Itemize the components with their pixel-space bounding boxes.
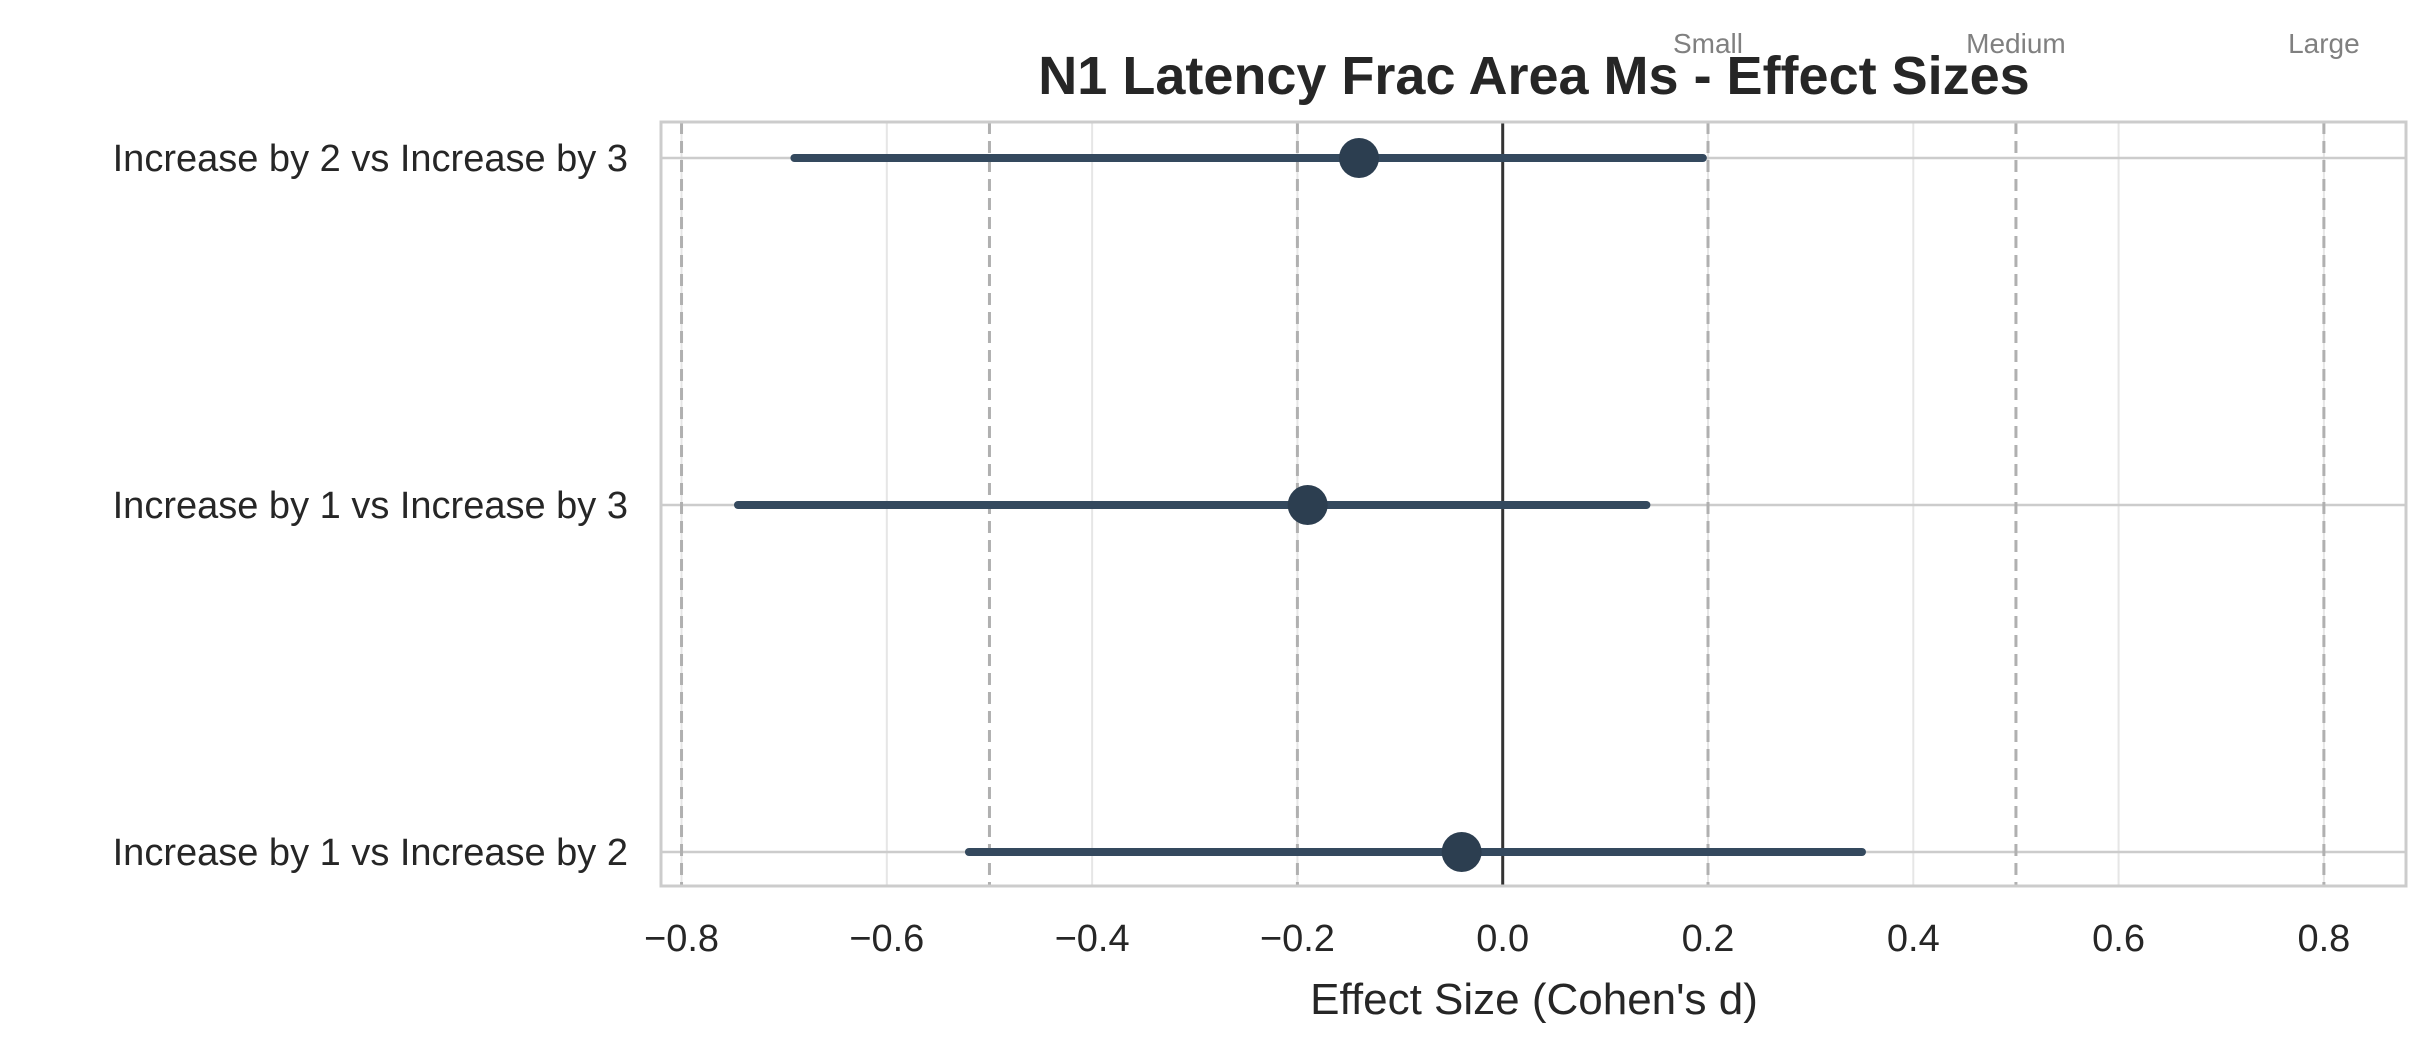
x-tick-label: 0.2	[1682, 918, 1735, 960]
x-tick-label: −0.4	[1055, 918, 1130, 960]
x-tick-label: 0.0	[1476, 918, 1529, 960]
x-tick-labels: −0.8 −0.6 −0.4 −0.2 0.0 0.2 0.4 0.6 0.8	[644, 918, 2350, 960]
threshold-label: Large	[2288, 28, 2360, 59]
x-tick-label: 0.8	[2297, 918, 2350, 960]
x-tick-label: −0.8	[644, 918, 719, 960]
effect-point	[1339, 138, 1379, 178]
x-tick-label: −0.2	[1260, 918, 1335, 960]
threshold-labels: Small Medium Large	[1673, 28, 2360, 59]
x-tick-label: −0.6	[849, 918, 924, 960]
y-tick-label: Increase by 1 vs Increase by 2	[113, 832, 628, 874]
effect-point	[1441, 832, 1482, 872]
y-tick-label: Increase by 1 vs Increase by 3	[113, 485, 628, 527]
y-tick-label: Increase by 2 vs Increase by 3	[113, 138, 628, 180]
data-layer	[733, 138, 1866, 872]
x-tick-label: 0.6	[2092, 918, 2145, 960]
plot-frame	[659, 120, 2408, 888]
x-axis-label: Effect Size (Cohen's d)	[1310, 975, 1758, 1024]
effect-point	[1287, 485, 1328, 525]
threshold-label: Small	[1673, 28, 1743, 59]
threshold-label: Medium	[1966, 28, 2066, 59]
x-tick-label: 0.4	[1887, 918, 1940, 960]
chart-title: N1 Latency Frac Area Ms - Effect Sizes	[1038, 46, 2029, 106]
y-tick-labels: Increase by 2 vs Increase by 3 Increase b…	[113, 138, 628, 874]
